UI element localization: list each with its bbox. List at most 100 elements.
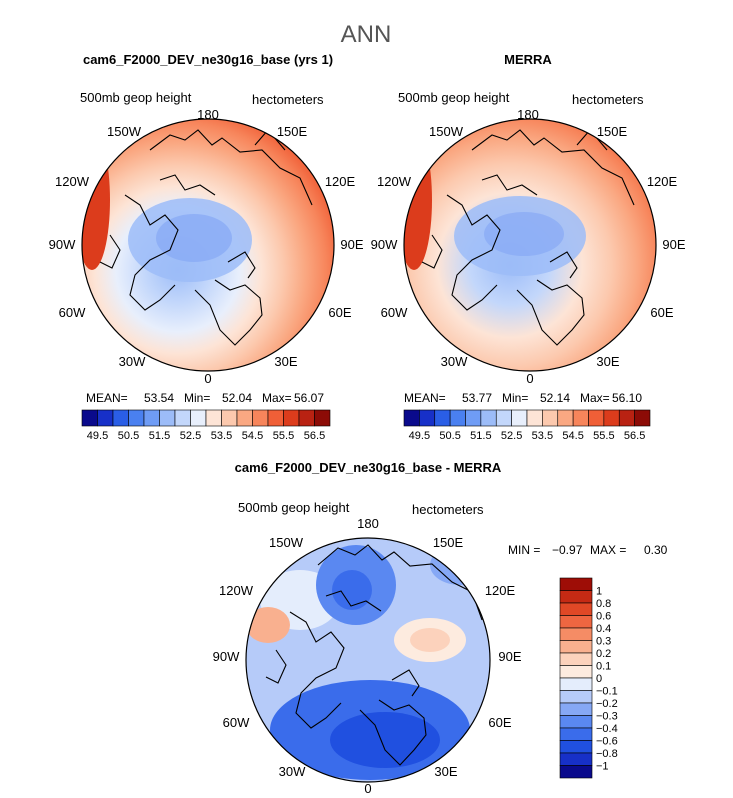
colorbar-merra-tick-label: 56.5	[624, 430, 645, 442]
lon-label-180: 180	[197, 107, 219, 122]
lon-label-150e: 150E	[433, 535, 464, 550]
positive-anomaly-east-core	[410, 628, 450, 652]
colorbar-diff-swatch	[559, 665, 593, 679]
colorbar-merra-swatch	[465, 409, 482, 427]
colorbar-merra-swatch	[419, 409, 436, 427]
colorbar-merra-swatch	[449, 409, 466, 427]
lon-label-90w: 90W	[213, 649, 240, 664]
negative-anomaly-north-core	[332, 570, 372, 610]
max-value: 56.07	[294, 391, 324, 405]
colorbar-diff-swatch	[559, 627, 593, 641]
lon-label-30w: 30W	[279, 764, 306, 779]
lon-label-120w: 120W	[377, 174, 412, 189]
colorbar-model-tick-label: 55.5	[273, 430, 294, 442]
colorbar-model-tick-label: 54.5	[242, 430, 263, 442]
lon-label-180: 180	[517, 107, 539, 122]
colorbar-diff-tick-label: −0.4	[596, 723, 618, 735]
colorbar-diff-tick-label: −1	[596, 761, 609, 773]
colorbar-merra-swatch	[557, 409, 574, 427]
colorbar-merra-swatch	[495, 409, 512, 427]
lon-label-60w: 60W	[59, 305, 86, 320]
lon-label-60w: 60W	[381, 305, 408, 320]
colorbar-diff-swatch	[559, 752, 593, 766]
panel-merra-lon-labels: 180 150W 120W 90W 60W 30W 0 30E 60E 90E …	[371, 107, 686, 386]
lon-label-90e: 90E	[340, 237, 363, 252]
min-label: Min=	[184, 391, 210, 405]
lon-label-120w: 120W	[219, 583, 254, 598]
negative-anomaly-south-core	[330, 712, 440, 768]
colorbar-model-swatch	[128, 409, 145, 427]
colorbar-diff-tick-label: −0.8	[596, 748, 618, 760]
colorbar-merra-swatch	[526, 409, 543, 427]
panel-difference-title: cam6_F2000_DEV_ne30g16_base - MERRA	[235, 460, 502, 475]
colorbar-diff-swatch	[559, 727, 593, 741]
lon-label-60e: 60E	[488, 715, 511, 730]
positive-anomaly-west	[246, 607, 290, 643]
lon-label-90e: 90E	[662, 237, 685, 252]
colorbar-model-swatch	[298, 409, 315, 427]
colorbar-diff-tick-label: 0.3	[596, 636, 611, 648]
min-value: 52.14	[540, 391, 570, 405]
lon-label-120w: 120W	[55, 174, 90, 189]
lon-label-90e: 90E	[498, 649, 521, 664]
panel-model-units: hectometers	[252, 92, 324, 107]
min-label: MIN =	[508, 543, 540, 557]
colorbar-model-swatch	[159, 409, 176, 427]
colorbar-model-tick-label: 53.5	[211, 430, 232, 442]
panel-merra-map-border	[403, 118, 657, 372]
colorbar-merra-swatch	[618, 409, 635, 427]
lon-label-150w: 150W	[269, 535, 304, 550]
colorbar-diff-tick-label: 0.1	[596, 661, 611, 673]
colorbar-merra-swatch	[434, 409, 451, 427]
coastlines	[421, 129, 635, 346]
lon-label-150e: 150E	[597, 124, 628, 139]
colorbar-diff-tick-label: −0.6	[596, 736, 618, 748]
colorbar-diff-tick-label: −0.2	[596, 698, 618, 710]
colorbar-model-swatch	[112, 409, 129, 427]
panel-merra-colorbar: 49.5 50.5 51.5 52.5 53.5 54.5 55.5 56.5	[403, 409, 651, 442]
mean-value: 53.54	[144, 391, 174, 405]
colorbar-diff-swatch	[559, 702, 593, 716]
colorbar-model-swatch	[143, 409, 160, 427]
panel-model-map-border	[81, 118, 335, 372]
panel-difference-colorbar: 10.80.60.40.30.20.10−0.1−0.2−0.3−0.4−0.6…	[559, 577, 618, 779]
panel-merra-stats: MEAN= 53.77 Min= 52.14 Max= 56.10	[404, 391, 642, 405]
colorbar-merra-tick-label: 52.5	[501, 430, 522, 442]
coastlines	[265, 544, 483, 766]
high-height-band	[82, 130, 110, 270]
page-title: ANN	[341, 21, 392, 48]
lon-label-120e: 120E	[325, 174, 356, 189]
colorbar-model-tick-label: 52.5	[180, 430, 201, 442]
colorbar-diff-swatch	[559, 590, 593, 604]
colorbar-merra-swatch	[572, 409, 589, 427]
colorbar-model-swatch	[221, 409, 238, 427]
colorbar-merra-tick-label: 53.5	[532, 430, 553, 442]
panel-merra-units: hectometers	[572, 92, 644, 107]
colorbar-model-tick-label: 49.5	[87, 430, 108, 442]
panel-difference-stats: MIN = −0.97 MAX = 0.30	[508, 543, 668, 557]
colorbar-diff-tick-label: 0	[596, 673, 602, 685]
lon-label-30e: 30E	[434, 764, 457, 779]
colorbar-diff-tick-label: 0.2	[596, 648, 611, 660]
panel-merra-map	[404, 119, 656, 371]
lon-label-60e: 60E	[650, 305, 673, 320]
panel-difference-lon-labels: 180 150W 120W 90W 60W 30W 0 30E 60E 90E …	[213, 516, 522, 796]
colorbar-diff-tick-label: −0.1	[596, 686, 618, 698]
low-height-core	[484, 212, 564, 256]
panel-difference-variable: 500mb geop height	[238, 500, 350, 515]
colorbar-diff-swatch	[559, 677, 593, 691]
panel-merra-title: MERRA	[504, 52, 552, 67]
colorbar-model-swatch	[205, 409, 222, 427]
max-value: 0.30	[644, 543, 668, 557]
max-label: Max=	[580, 391, 610, 405]
lon-label-120e: 120E	[485, 583, 516, 598]
colorbar-diff-swatch	[559, 615, 593, 629]
colorbar-merra-swatch	[511, 409, 528, 427]
panel-difference: cam6_F2000_DEV_ne30g16_base - MERRA 500m…	[213, 460, 668, 796]
lon-label-180: 180	[357, 516, 379, 531]
colorbar-merra-swatch	[603, 409, 620, 427]
panel-difference-units: hectometers	[412, 502, 484, 517]
colorbar-diff-tick-label: −0.3	[596, 711, 618, 723]
lon-label-60w: 60W	[223, 715, 250, 730]
colorbar-diff-tick-label: 0.8	[596, 598, 611, 610]
